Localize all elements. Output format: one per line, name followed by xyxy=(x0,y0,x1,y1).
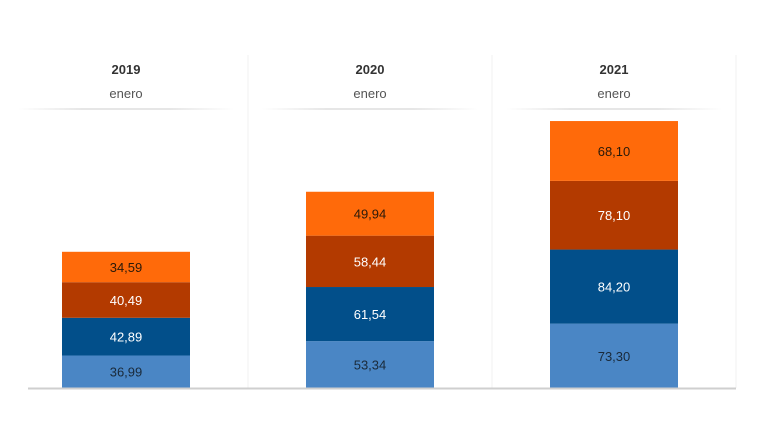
data-label: 68,10 xyxy=(598,144,631,159)
bar-segment-2019-0 xyxy=(62,355,190,388)
data-label: 58,44 xyxy=(354,254,387,269)
header-underline xyxy=(506,108,722,110)
column-header-2021: 2021 enero xyxy=(492,58,736,110)
year-label: 2020 xyxy=(355,62,385,77)
bar-segment-2020-1 xyxy=(306,287,434,342)
month-label: enero xyxy=(109,86,143,101)
data-label: 84,20 xyxy=(598,280,631,295)
bar-segment-2021-0 xyxy=(550,323,678,388)
bar-segment-2020-2 xyxy=(306,235,434,288)
data-label: 34,59 xyxy=(110,260,143,275)
data-label: 42,89 xyxy=(110,330,143,345)
data-label: 40,49 xyxy=(110,293,143,308)
data-label: 61,54 xyxy=(354,307,387,322)
data-label: 53,34 xyxy=(354,358,387,373)
data-label: 78,10 xyxy=(598,208,631,223)
bar-segment-2021-2 xyxy=(550,180,678,250)
data-label: 36,99 xyxy=(110,365,143,380)
data-label: 49,94 xyxy=(354,207,387,222)
data-label: 73,30 xyxy=(598,349,631,364)
bar-segment-2020-0 xyxy=(306,341,434,388)
column-header-2019: 2019 enero xyxy=(4,58,248,110)
header-underline xyxy=(18,108,234,110)
year-label: 2021 xyxy=(599,62,629,77)
year-label: 2019 xyxy=(111,62,141,77)
month-label: enero xyxy=(597,86,631,101)
header-underline xyxy=(262,108,478,110)
month-label: enero xyxy=(353,86,387,101)
bar-segment-2021-1 xyxy=(550,249,678,324)
bar-segment-2021-3 xyxy=(550,121,678,181)
bar-segment-2019-2 xyxy=(62,282,190,318)
column-header-2020: 2020 enero xyxy=(248,58,492,110)
bar-segment-2019-1 xyxy=(62,317,190,356)
bar-segment-2020-3 xyxy=(306,191,434,236)
bar-segment-2019-3 xyxy=(62,251,190,283)
